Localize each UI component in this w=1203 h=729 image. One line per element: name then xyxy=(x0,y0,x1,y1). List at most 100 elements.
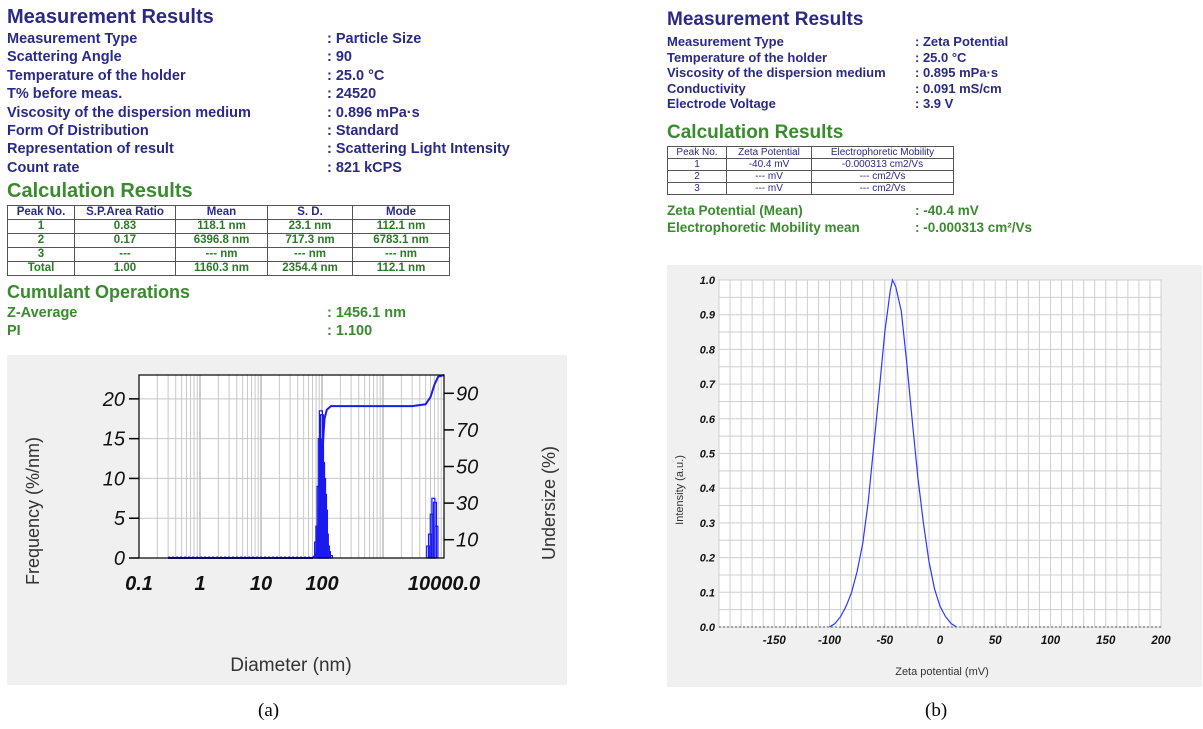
left-table-cell: 112.1 nm xyxy=(352,219,450,234)
left-table-cell: 2354.4 nm xyxy=(267,261,353,276)
x-tick-label: 100 xyxy=(305,573,338,595)
left-row-label: Form Of Distribution xyxy=(7,123,149,139)
left-table-header: Mean xyxy=(175,205,268,220)
x-tick-label: -150 xyxy=(763,635,787,647)
left-table-cell: --- nm xyxy=(175,247,268,262)
zeta-summary-label: Zeta Potential (Mean) xyxy=(667,203,803,218)
y2-tick-label: 90 xyxy=(456,383,478,405)
right-row-value: : 25.0 °C xyxy=(915,49,967,65)
y-tick-label: 0.8 xyxy=(700,344,716,356)
left-table-cell: --- nm xyxy=(352,247,450,262)
left-row-value: : 25.0 °C xyxy=(327,67,385,84)
left-table-header: Peak No. xyxy=(7,205,75,220)
right-results-table: Peak No. Zeta Potential Electrophoretic Mo… xyxy=(667,146,954,195)
cumulant-label: Z-Average xyxy=(7,305,78,321)
right-title: Measurement Results xyxy=(667,9,864,30)
right-row-value: : Zeta Potential xyxy=(915,34,1009,49)
right-table-cell: -40.4 mV xyxy=(726,158,812,171)
left-row-value: : Scattering Light Intensity xyxy=(327,141,510,158)
right-table-header: Peak No. xyxy=(667,146,727,159)
zeta-summary-value: : -40.4 mV xyxy=(915,203,979,218)
left-table-cell: 6396.8 nm xyxy=(175,233,268,248)
right-table-cell: 3 xyxy=(667,182,727,195)
x-tick-label: -50 xyxy=(876,635,893,647)
right-table-header: Electrophoretic Mobility xyxy=(811,146,954,159)
left-table-row: Total 1.00 1160.3 nm 2354.4 nm 112.1 nm xyxy=(7,261,450,276)
diameter-axis-label: Diameter (nm) xyxy=(230,655,351,676)
left-row-label: Count rate xyxy=(7,159,80,176)
y-tick-label: 15 xyxy=(103,429,126,451)
left-calc-title: Calculation Results xyxy=(7,180,193,202)
left-table-row: 2 0.17 6396.8 nm 717.3 nm 6783.1 nm xyxy=(7,233,450,248)
size-distribution-chart: 0.1 1 10 100 10000.0 0 5 10 15 20 10 30 50 70 90 Frequ… xyxy=(7,355,567,685)
cumulant-value: : 1.100 xyxy=(327,323,373,339)
right-row-value: : 0.091 mS/cm xyxy=(915,80,1002,96)
left-row-value: : 90 xyxy=(327,49,352,66)
intensity-axis-label: Intensity (a.u.) xyxy=(674,455,686,525)
y-tick-label: 0.3 xyxy=(700,518,715,530)
right-table-row: 2 --- mV --- cm2/Vs xyxy=(667,170,954,183)
zeta-intensity-curve xyxy=(829,278,957,628)
y-tick-label: 0 xyxy=(114,548,125,570)
y-tick-label: 0.2 xyxy=(700,553,715,565)
y-tick-label: 0.6 xyxy=(700,414,716,426)
right-table-cell: --- mV xyxy=(726,182,812,195)
left-table-cell: 118.1 nm xyxy=(175,219,268,234)
x-tick-label: 10000.0 xyxy=(408,573,480,595)
left-table-cell: 112.1 nm xyxy=(352,261,450,276)
right-row-value: : 3.9 V xyxy=(915,96,954,111)
left-table-cell: --- xyxy=(74,247,176,262)
left-row-value: : 821 kCPS xyxy=(327,159,402,176)
left-table-header: S.P.Area Ratio xyxy=(74,205,176,220)
x-tick-label: 0.1 xyxy=(125,573,153,595)
left-table-header: Mode xyxy=(352,205,450,220)
left-table-cell: 23.1 nm xyxy=(267,219,353,234)
cumulant-label: PI xyxy=(7,323,21,339)
x-tick-label: 10 xyxy=(250,573,272,595)
undersize-curve xyxy=(168,374,445,559)
right-table-header: Zeta Potential xyxy=(726,146,812,159)
left-row-label: T% before meas. xyxy=(7,86,123,103)
left-table-cell: 717.3 nm xyxy=(267,233,353,248)
right-row-value: : 0.895 mPa·s xyxy=(915,65,999,80)
left-table-row: 3 --- --- nm --- nm --- nm xyxy=(7,247,450,262)
right-table-row: 3 --- mV --- cm2/Vs xyxy=(667,182,954,195)
x-tick-label: -100 xyxy=(818,635,842,647)
cumulant-title: Cumulant Operations xyxy=(7,282,191,302)
y2-tick-label: 30 xyxy=(456,493,478,515)
zeta-potential-chart: -150 -100 -50 0 50 100 150 200 0.0 0.1 0.2 0.3 0.4 0.… xyxy=(667,265,1202,687)
right-row-label: Viscosity of the dispersion medium xyxy=(667,65,886,80)
right-table-cell: 1 xyxy=(667,158,727,171)
left-table-cell: 1 xyxy=(7,219,75,234)
x-tick-label: 150 xyxy=(1096,635,1116,647)
left-table-cell: 3 xyxy=(7,247,75,262)
left-table-row: 1 0.83 118.1 nm 23.1 nm 112.1 nm xyxy=(7,219,450,234)
y-tick-label: 0.5 xyxy=(700,449,716,461)
left-row-label: Scattering Angle xyxy=(7,49,122,66)
left-row-label: Temperature of the holder xyxy=(7,67,186,84)
left-table-cell: Total xyxy=(7,261,75,276)
x-tick-label: 50 xyxy=(989,635,1002,647)
right-row-label: Temperature of the holder xyxy=(667,49,828,65)
x-tick-label: 100 xyxy=(1041,635,1061,647)
left-row-value: : 0.896 mPa·s xyxy=(327,104,420,121)
y-tick-label: 0.0 xyxy=(700,622,716,634)
undersize-axis-label: Undersize (%) xyxy=(539,446,559,560)
y2-tick-label: 50 xyxy=(456,457,478,479)
right-calc-title: Calculation Results xyxy=(667,122,844,143)
right-table-cell: --- cm2/Vs xyxy=(811,170,954,183)
left-table-cell: 2 xyxy=(7,233,75,248)
frequency-axis-label: Frequency (%/nm) xyxy=(23,437,43,585)
left-table-cell: 1160.3 nm xyxy=(175,261,268,276)
x-tick-label: 1 xyxy=(194,573,205,595)
left-table-cell: --- nm xyxy=(267,247,353,262)
left-row-value: : Standard xyxy=(327,123,399,139)
right-table-cell: 2 xyxy=(667,170,727,183)
right-table-row: 1 -40.4 mV -0.000313 cm2/Vs xyxy=(667,158,954,171)
left-title: Measurement Results xyxy=(7,6,214,28)
x-tick-label: 200 xyxy=(1150,635,1171,647)
right-row-label: Electrode Voltage xyxy=(667,96,776,111)
left-table-header: S. D. xyxy=(267,205,353,220)
right-table-cell: -0.000313 cm2/Vs xyxy=(811,158,954,171)
left-table-cell: 0.83 xyxy=(74,219,176,234)
